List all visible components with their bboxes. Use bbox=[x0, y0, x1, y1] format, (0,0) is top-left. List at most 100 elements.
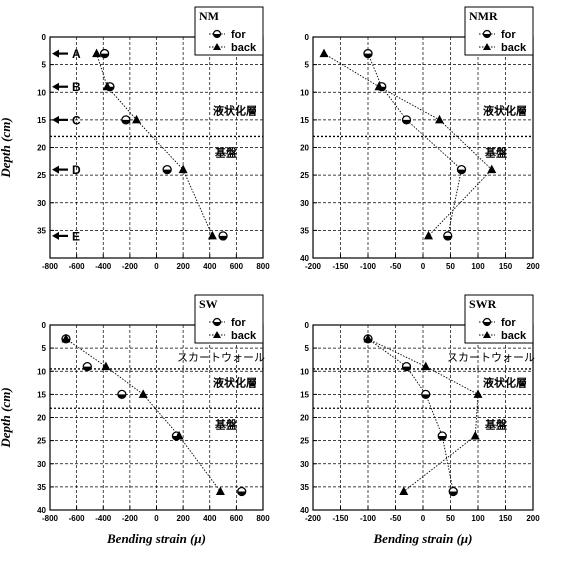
x-tick-label: 0 bbox=[154, 514, 159, 523]
y-tick-label: 25 bbox=[37, 171, 46, 180]
x-tick-label: -200 bbox=[122, 514, 139, 523]
y-tick-label: 0 bbox=[305, 321, 310, 330]
depth-marker-arrow-head bbox=[52, 115, 59, 124]
y-tick-label: 35 bbox=[37, 226, 46, 235]
y-tick-label: 40 bbox=[300, 506, 309, 515]
y-tick-label: 20 bbox=[37, 414, 46, 423]
x-tick-label: 800 bbox=[256, 514, 270, 523]
y-tick-label: 35 bbox=[37, 483, 46, 492]
x-tick-label: -200 bbox=[305, 514, 322, 523]
legend-box bbox=[194, 6, 264, 56]
liquefied-layer-label: 液状化層 bbox=[213, 103, 257, 117]
x-tick-label: -800 bbox=[42, 514, 59, 523]
x-tick-label: 50 bbox=[446, 514, 455, 523]
legend-back-label: back bbox=[231, 42, 257, 54]
legend-back-label: back bbox=[501, 330, 527, 342]
back-data-point bbox=[421, 361, 431, 371]
panel-title: NMR bbox=[469, 9, 498, 23]
for-marker-fill bbox=[83, 366, 91, 371]
x-tick-label: 200 bbox=[176, 262, 190, 271]
x-tick-label: -50 bbox=[390, 514, 402, 523]
y-tick-label: 25 bbox=[300, 437, 309, 446]
back-data-point bbox=[101, 361, 111, 371]
back-data-point bbox=[215, 486, 225, 495]
x-tick-label: -200 bbox=[305, 262, 322, 271]
back-data-point bbox=[363, 333, 373, 343]
for-marker-fill bbox=[100, 53, 109, 58]
base-layer-label: 基盤 bbox=[214, 417, 238, 431]
for-series-line bbox=[367, 53, 462, 236]
y-tick-label: 10 bbox=[37, 88, 46, 97]
panel-title: SWR bbox=[469, 297, 497, 311]
x-tick-label: 100 bbox=[471, 514, 485, 523]
legend-back-marker bbox=[213, 43, 221, 50]
back-data-point bbox=[92, 48, 102, 58]
legend-back-marker bbox=[483, 43, 491, 50]
legend-back-marker bbox=[213, 331, 221, 338]
for-marker-fill bbox=[438, 436, 446, 440]
depth-marker-label: D bbox=[72, 163, 81, 177]
y-tick-label: 35 bbox=[300, 226, 309, 235]
back-data-point bbox=[102, 81, 112, 91]
x-tick-label: 150 bbox=[499, 262, 513, 271]
legend-for-label: for bbox=[231, 317, 246, 329]
chart-panel-4: -200 -150 -100 -50 0 50 100 150 200 0 5 10 15 20 25 30 3… bbox=[300, 294, 540, 546]
x-tick-label: -600 bbox=[69, 514, 86, 523]
for-marker-fill bbox=[118, 394, 126, 398]
panel-title: SW bbox=[199, 297, 218, 311]
y-axis-label: Depth (cm) bbox=[0, 387, 13, 448]
back-data-point bbox=[470, 431, 480, 440]
x-tick-label: 800 bbox=[256, 262, 270, 271]
legend-for-marker-fill bbox=[483, 34, 491, 38]
back-data-point bbox=[132, 114, 142, 124]
y-tick-label: 20 bbox=[300, 414, 309, 423]
x-tick-label: 200 bbox=[176, 514, 190, 523]
for-marker-fill bbox=[402, 119, 411, 124]
y-tick-label: 40 bbox=[37, 506, 46, 515]
y-tick-label: 5 bbox=[42, 344, 47, 353]
x-tick-label: 400 bbox=[203, 262, 217, 271]
depth-marker-arrow-head bbox=[52, 82, 59, 91]
y-tick-label: 5 bbox=[305, 61, 310, 70]
x-tick-label: -150 bbox=[332, 262, 349, 271]
y-tick-label: 20 bbox=[37, 144, 46, 153]
x-axis-label: Bending strain (μ) bbox=[106, 531, 206, 546]
y-tick-label: 25 bbox=[37, 437, 46, 446]
chart-panel-2: -200 -150 -100 -50 0 50 100 150 200 0 5 10 15 20 25 30 3… bbox=[300, 6, 540, 271]
y-tick-label: 5 bbox=[42, 61, 47, 70]
x-tick-label: 100 bbox=[471, 262, 485, 271]
legend-for-marker-fill bbox=[483, 322, 491, 326]
for-marker-fill bbox=[163, 169, 171, 174]
back-data-point bbox=[487, 164, 497, 174]
y-axis-label: Depth (cm) bbox=[0, 117, 13, 178]
for-marker-fill bbox=[238, 491, 246, 496]
legend-for-marker-fill bbox=[213, 322, 221, 326]
back-series-line bbox=[96, 53, 213, 237]
base-layer-label: 基盤 bbox=[484, 145, 508, 159]
y-tick-label: 0 bbox=[305, 33, 310, 42]
back-data-point bbox=[435, 114, 444, 124]
for-marker-fill bbox=[422, 394, 430, 398]
back-data-point bbox=[178, 164, 188, 174]
y-tick-label: 35 bbox=[300, 483, 309, 492]
for-marker-fill bbox=[449, 491, 457, 496]
skirt-wall-label: スカートウォール bbox=[177, 351, 265, 364]
back-series-line bbox=[323, 53, 493, 237]
y-tick-label: 5 bbox=[305, 344, 310, 353]
x-tick-label: 600 bbox=[230, 514, 244, 523]
depth-marker-label: C bbox=[72, 113, 81, 127]
back-data-point bbox=[473, 389, 483, 398]
back-data-point bbox=[138, 389, 148, 398]
y-tick-label: 0 bbox=[42, 33, 47, 42]
for-marker-fill bbox=[444, 235, 452, 240]
depth-marker-label: B bbox=[72, 80, 81, 94]
liquefied-layer-label: 液状化層 bbox=[483, 103, 527, 117]
x-tick-label: -150 bbox=[332, 514, 349, 523]
for-series-line bbox=[367, 338, 454, 492]
legend-for-marker-fill bbox=[213, 34, 221, 38]
y-tick-label: 15 bbox=[300, 390, 309, 399]
x-tick-label: 600 bbox=[230, 262, 244, 271]
x-tick-label: -600 bbox=[69, 262, 86, 271]
legend-back-label: back bbox=[231, 330, 257, 342]
x-tick-label: 0 bbox=[154, 262, 159, 271]
